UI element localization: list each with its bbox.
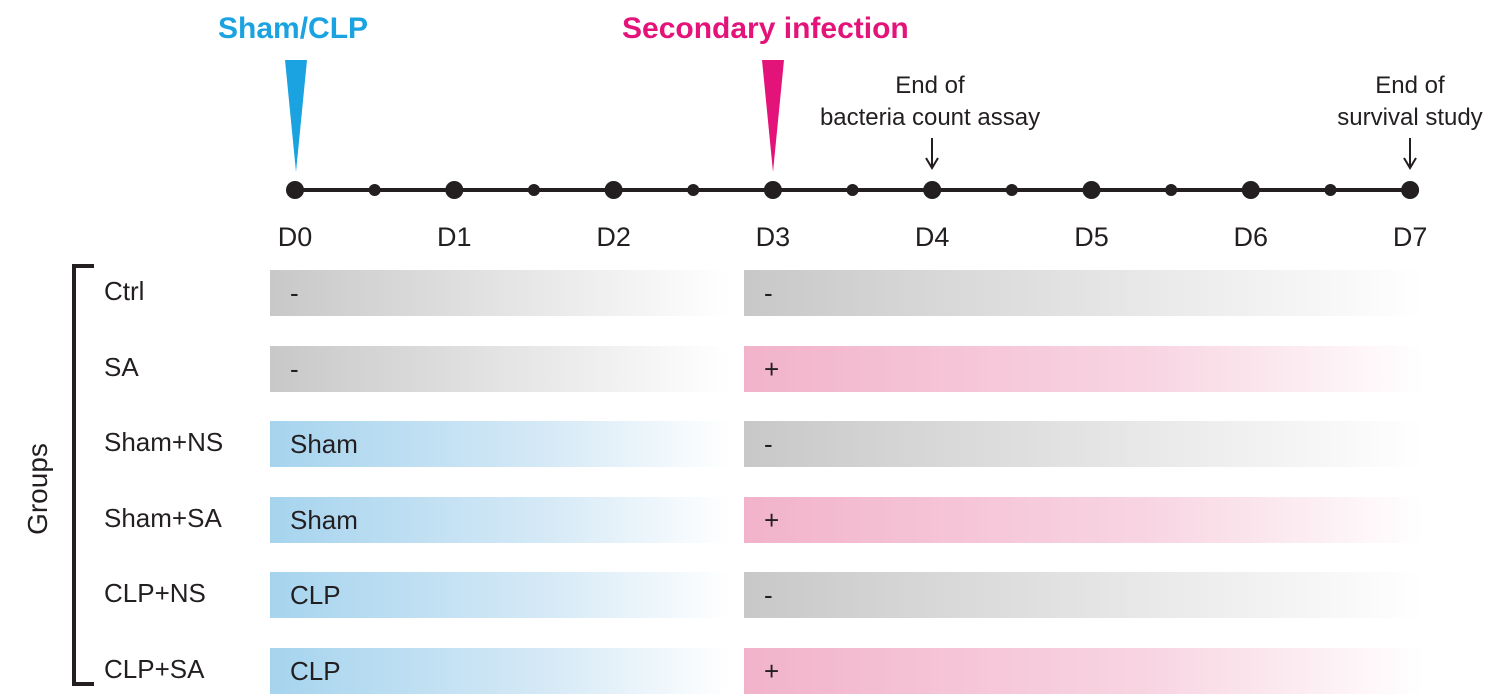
post-infection-segment: - (744, 270, 1424, 316)
post-infection-segment: + (744, 345, 1424, 392)
group-name: Sham+NS (104, 427, 224, 458)
day-dot (1082, 181, 1101, 199)
post-infection-segment: - (744, 421, 1424, 468)
day-dot (923, 181, 942, 199)
half-day-dot (846, 184, 859, 196)
day-label: D6 (1233, 222, 1269, 252)
day-label: D5 (1074, 222, 1109, 252)
timeline (285, 60, 1420, 199)
survival-endpoint-arrow-icon (1403, 138, 1417, 170)
bacteria-endpoint-note: End of bacteria count assay (810, 70, 1050, 134)
post-infection-segment: - (744, 572, 1424, 619)
secondary-infection-triangle-icon (762, 60, 784, 172)
pre-infection-segment: - (270, 345, 730, 392)
survival-endpoint-line2: survival study (1337, 104, 1483, 131)
secondary-infection-label: Secondary infection (622, 12, 909, 45)
day-dot (604, 181, 623, 199)
half-day-dot (527, 184, 540, 196)
pre-infection-segment: Sham (270, 421, 730, 468)
post-infection-segment: + (744, 648, 1424, 694)
pre-infection-segment: CLP (270, 648, 730, 694)
day-label: D1 (437, 222, 472, 252)
sham-clp-label: Sham/CLP (218, 12, 369, 45)
post-infection-segment: + (744, 496, 1424, 543)
day-label: D0 (277, 222, 313, 252)
half-day-dot (1165, 184, 1178, 196)
group-name: Ctrl (104, 276, 145, 306)
survival-endpoint-line1: End of (1375, 72, 1445, 99)
day-label: D3 (755, 222, 791, 252)
day-dot (445, 181, 464, 199)
survival-endpoint-note: End of survival study (1322, 70, 1498, 134)
day-dot (763, 181, 782, 199)
half-day-dot (368, 184, 381, 196)
day-label: D2 (596, 222, 631, 252)
group-name: Sham+SA (104, 502, 222, 533)
half-day-dot (1324, 184, 1337, 196)
half-day-dot (687, 184, 700, 196)
pre-infection-segment: Sham (270, 496, 730, 543)
group-name: CLP+SA (104, 654, 205, 684)
groups-title: Groups (22, 443, 53, 535)
bacteria-endpoint-line1: End of (895, 72, 965, 99)
half-day-dot (1005, 184, 1018, 196)
day-label: D7 (1392, 222, 1428, 252)
day-label: D4 (914, 222, 950, 252)
groups-bracket (72, 264, 94, 686)
group-name: SA (104, 351, 139, 382)
day-dot (286, 181, 304, 199)
pre-infection-segment: - (270, 270, 730, 316)
day-dot (1241, 181, 1260, 199)
bacteria-endpoint-arrow-icon (925, 138, 939, 170)
day-dot (1401, 181, 1420, 199)
bacteria-endpoint-line2: bacteria count assay (819, 104, 1041, 131)
timeline-dots (286, 181, 1420, 199)
pre-infection-segment: CLP (270, 572, 730, 619)
sham-clp-triangle-icon (285, 60, 307, 172)
group-name: CLP+NS (104, 578, 206, 609)
